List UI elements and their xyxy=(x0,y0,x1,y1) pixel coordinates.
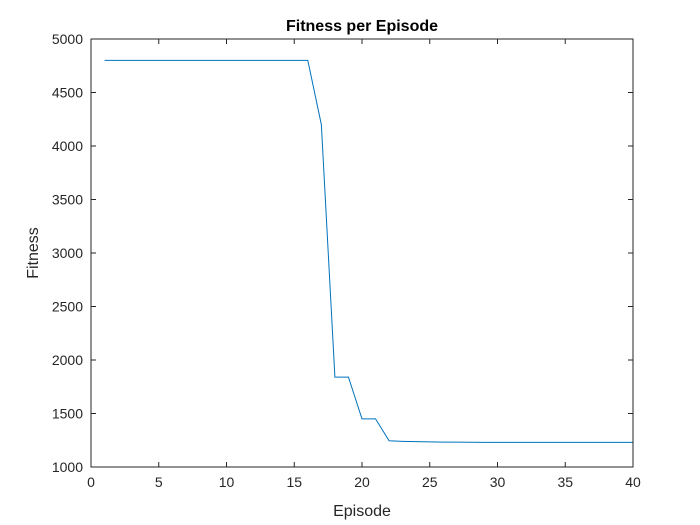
x-tick-label: 40 xyxy=(625,474,641,490)
x-tick-label: 0 xyxy=(87,474,95,490)
y-tick-label: 2500 xyxy=(52,299,83,315)
plot-box xyxy=(90,38,634,468)
x-tick-label: 10 xyxy=(219,474,235,490)
fitness-series-line xyxy=(104,59,633,443)
x-tick-label: 35 xyxy=(557,474,573,490)
x-axis-label: Episode xyxy=(333,503,391,520)
y-tick-label: 2000 xyxy=(52,352,83,368)
x-tick-label: 30 xyxy=(490,474,506,490)
x-tick-label: 20 xyxy=(354,474,370,490)
y-tick-label: 5000 xyxy=(52,31,83,47)
y-axis-label: Fitness xyxy=(25,227,42,279)
x-tick-label: 5 xyxy=(155,474,163,490)
y-tick-label: 4000 xyxy=(52,138,83,154)
y-tick-label: 1000 xyxy=(52,459,83,475)
y-tick-label: 1500 xyxy=(52,406,83,422)
x-tick-label: 15 xyxy=(286,474,302,490)
chart-title: Fitness per Episode xyxy=(286,18,438,35)
tick-labels: 0 5 10 15 20 25 30 35 40 1000 1500 2000 2500 3000 3500… xyxy=(52,31,641,490)
y-tick-label: 3500 xyxy=(52,192,83,208)
x-tick-label: 25 xyxy=(422,474,438,490)
y-tick-label: 4500 xyxy=(52,85,83,101)
plot-area xyxy=(91,39,633,467)
y-tick-label: 3000 xyxy=(52,245,83,261)
